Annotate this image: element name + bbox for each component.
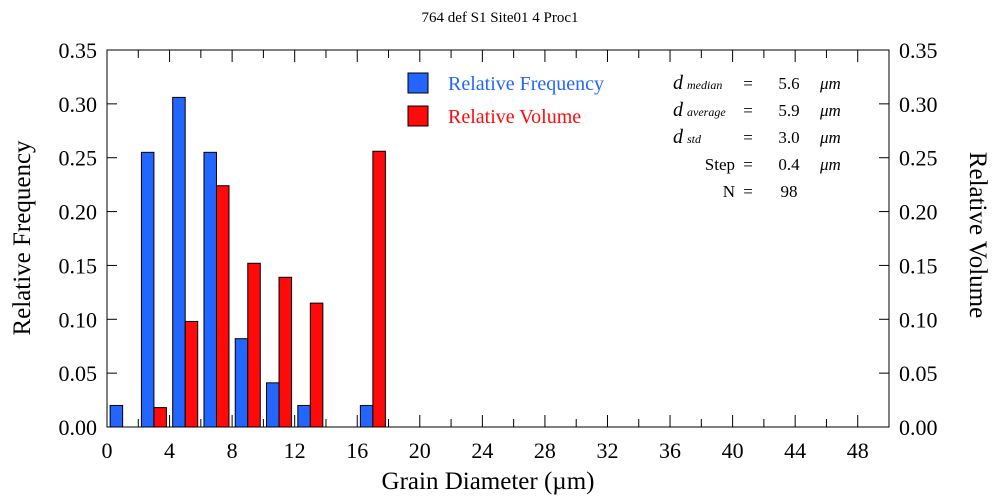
stat-unit: μm — [819, 101, 841, 120]
stat-value: 3.0 — [778, 128, 799, 147]
volume-bar — [372, 150, 386, 428]
x-tick-label: 0 — [102, 438, 113, 463]
y2-tick-label: 0.25 — [899, 146, 938, 171]
stat-unit: μm — [819, 74, 841, 93]
x-tick-label: 28 — [534, 438, 556, 463]
y-tick-label: 0.30 — [59, 92, 98, 117]
stat-value: 5.6 — [778, 74, 799, 93]
volume-bar — [184, 320, 199, 428]
stat-label: N — [723, 182, 735, 201]
y-tick-label: 0.00 — [59, 415, 98, 440]
stat-value: 5.9 — [778, 101, 799, 120]
stat-equals: = — [743, 101, 753, 120]
x-tick-label: 16 — [346, 438, 368, 463]
y-tick-label: 0.05 — [59, 361, 98, 386]
x-tick-label: 12 — [284, 438, 306, 463]
y2-tick-label: 0.15 — [899, 253, 938, 278]
chart-title: 764 def S1 Site01 4 Proc1 — [421, 10, 578, 26]
stat-label: d average — [673, 99, 726, 121]
stat-equals: = — [743, 128, 753, 147]
volume-bar — [153, 407, 167, 428]
x-tick-label: 32 — [596, 438, 618, 463]
y2-tick-label: 0.05 — [899, 361, 938, 386]
x-tick-label: 20 — [409, 438, 431, 463]
legend-swatch-frequency — [407, 72, 429, 94]
legend-label-frequency: Relative Frequency — [448, 73, 604, 95]
stat-value: 0.4 — [778, 155, 800, 174]
x-tick-label: 24 — [471, 438, 493, 463]
stat-unit: μm — [819, 128, 841, 147]
y-tick-label: 0.10 — [59, 307, 98, 332]
volume-bar — [309, 302, 324, 428]
y2-tick-label: 0.35 — [899, 38, 938, 63]
frequency-bar — [109, 404, 124, 428]
frequency-bar — [172, 96, 186, 428]
legend: Relative Frequency Relative Volume — [407, 72, 604, 128]
x-tick-label: 48 — [847, 438, 869, 463]
volume-bar — [247, 262, 261, 428]
x-tick-label: 40 — [722, 438, 744, 463]
frequency-bar — [140, 151, 155, 428]
statistics-box: d median = 5.6 μm d average = 5.9 μm d std = 3.0 μm Ste… — [673, 72, 841, 201]
y-axis-label: Relative Frequency — [9, 140, 36, 336]
x-tick-label: 44 — [784, 438, 806, 463]
legend-label-volume: Relative Volume — [448, 106, 581, 128]
stat-label: d std — [673, 126, 702, 148]
frequency-bar — [359, 404, 374, 428]
frequency-bar — [297, 404, 311, 428]
frequency-bar — [203, 151, 217, 428]
stat-label: d median — [673, 72, 722, 94]
stat-label: Step — [705, 155, 735, 174]
stat-equals: = — [743, 74, 753, 93]
stat-value: 98 — [781, 182, 798, 201]
stat-equals: = — [743, 155, 753, 174]
stat-unit: μm — [819, 155, 841, 174]
y-tick-label: 0.35 — [59, 38, 98, 63]
y-tick-label: 0.20 — [59, 200, 98, 225]
stat-equals: = — [743, 182, 753, 201]
volume-bar — [215, 185, 230, 428]
y2-axis-label: Relative Volume — [964, 152, 991, 318]
y2-tick-label: 0.30 — [899, 92, 938, 117]
y2-tick-label: 0.00 — [899, 415, 938, 440]
frequency-bar — [266, 382, 280, 428]
y2-tick-label: 0.20 — [899, 200, 938, 225]
legend-swatch-volume — [407, 105, 429, 127]
x-tick-label: 4 — [164, 438, 175, 463]
y-tick-label: 0.25 — [59, 146, 98, 171]
y-tick-label: 0.15 — [59, 253, 98, 278]
volume-bar — [278, 276, 293, 428]
x-tick-label: 8 — [227, 438, 238, 463]
y2-tick-label: 0.10 — [899, 307, 938, 332]
x-tick-label: 36 — [659, 438, 681, 463]
x-axis-label: Grain Diameter (µm) — [382, 468, 595, 495]
frequency-bar — [234, 338, 249, 428]
plot-frame — [106, 49, 890, 428]
